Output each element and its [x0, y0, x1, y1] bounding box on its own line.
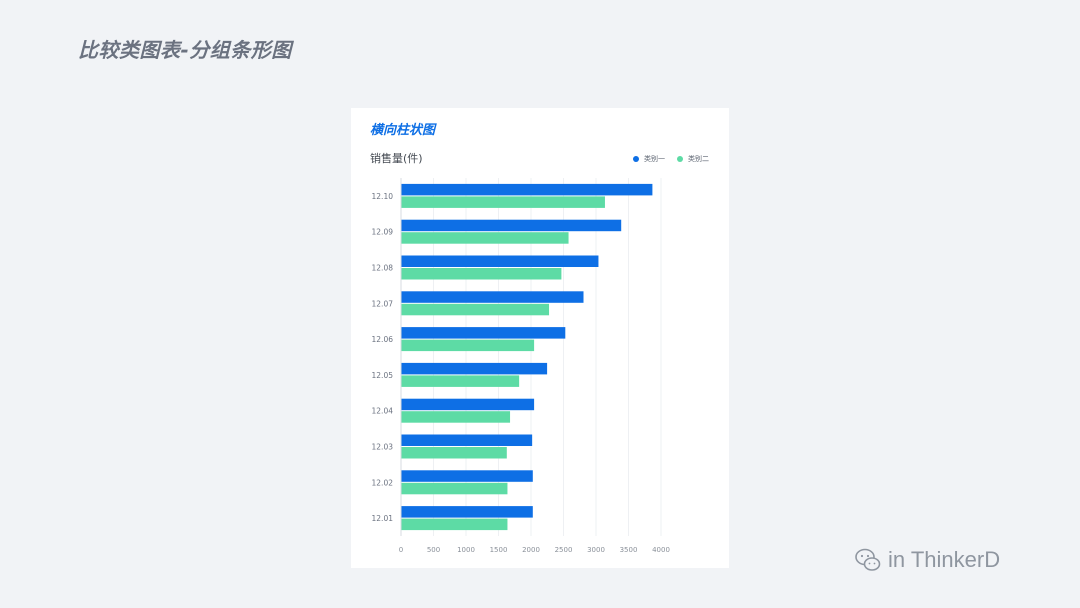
bar-series1 — [401, 398, 535, 411]
bar-series1 — [401, 470, 533, 482]
legend-item-series2[interactable]: 类别二 — [677, 154, 709, 164]
legend-label-series1: 类别一 — [644, 155, 665, 163]
y-tick-label: 12.06 — [372, 335, 394, 344]
bar-series2 — [401, 447, 507, 459]
bar-series1 — [401, 506, 533, 518]
bar-series2 — [401, 196, 605, 208]
x-tick-label: 2000 — [522, 546, 540, 554]
bar-series2 — [401, 303, 550, 316]
y-tick-label: 12.05 — [372, 371, 394, 380]
x-tick-label: 1000 — [457, 546, 475, 554]
bar-series2 — [401, 268, 562, 280]
x-tick-label: 4000 — [652, 546, 670, 554]
x-tick-label: 3500 — [620, 546, 638, 554]
x-tick-label: 2500 — [555, 546, 573, 554]
chart-card: 横向柱状图 销售量(件) 类别一 类别二 0 500 1000 1500 2000 250… — [351, 108, 729, 568]
bar-series2 — [401, 518, 508, 531]
chart-title: 横向柱状图 — [370, 123, 436, 138]
bar-series2 — [401, 482, 508, 495]
legend-item-series1[interactable]: 类别一 — [633, 154, 665, 164]
legend-dot-series2 — [677, 156, 683, 162]
y-tick-label: 12.04 — [372, 407, 394, 416]
bar-series1 — [401, 434, 533, 446]
page-title: 比较类图表-分组条形图 — [78, 38, 292, 62]
bar-series1 — [401, 291, 584, 303]
watermark-text: in ThinkerD — [888, 547, 1001, 572]
bar-series2 — [401, 339, 535, 352]
wechat-icon — [855, 548, 881, 571]
bar-series2 — [401, 375, 520, 387]
x-tick-label: 1500 — [490, 546, 508, 554]
bar-series2 — [401, 232, 569, 244]
y-tick-label: 12.02 — [372, 478, 394, 487]
x-tick-label: 3000 — [587, 546, 605, 554]
y-tick-label: 12.08 — [372, 264, 394, 273]
x-tick-label: 500 — [427, 546, 440, 554]
bar-series1 — [401, 255, 599, 267]
bar-series1 — [401, 219, 622, 232]
legend-label-series2: 类别二 — [688, 155, 709, 163]
legend: 类别一 类别二 — [633, 153, 709, 165]
y-axis-unit-label: 销售量(件) — [370, 152, 423, 165]
x-tick-label: 0 — [399, 546, 403, 554]
bar-series1 — [401, 327, 566, 339]
bar-series2 — [401, 411, 511, 423]
y-tick-label: 12.10 — [372, 192, 394, 201]
y-tick-label: 12.03 — [372, 443, 394, 452]
y-tick-label: 12.09 — [372, 228, 394, 237]
bar-series1 — [401, 183, 653, 196]
y-tick-label: 12.01 — [372, 514, 394, 523]
y-tick-label: 12.07 — [372, 299, 394, 308]
legend-dot-series1 — [633, 156, 639, 162]
bar-series1 — [401, 362, 548, 375]
watermark: in ThinkerD — [854, 546, 1000, 574]
bar-chart: 0 500 1000 1500 2000 2500 3000 3500 4000 12.10 12.… — [372, 178, 670, 554]
